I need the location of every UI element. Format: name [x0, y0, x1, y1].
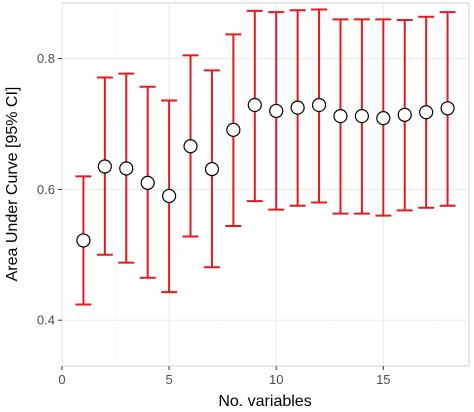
data-point	[162, 188, 177, 204]
x-axis-title: No. variables	[218, 393, 311, 410]
plot-panel	[61, 2, 470, 367]
data-point	[140, 175, 155, 190]
data-point	[226, 122, 241, 137]
y-tick-label: 0.8	[37, 51, 55, 66]
x-tick-label: 5	[165, 372, 172, 387]
y-axis-ticks: 0.4 0.6 0.8	[37, 51, 62, 328]
y-axis-title: Area Under Curve [95% CI]	[4, 87, 21, 282]
x-axis-ticks: 0 5 10 15	[58, 366, 391, 387]
data-point	[376, 111, 391, 126]
data-point	[290, 100, 305, 115]
data-point	[354, 109, 369, 124]
x-tick-label: 10	[269, 372, 283, 387]
data-point	[440, 101, 455, 116]
data-point	[76, 233, 91, 248]
data-point	[183, 139, 198, 154]
data-point	[311, 97, 327, 113]
data-point	[269, 103, 284, 119]
data-point	[333, 109, 348, 124]
data-point	[419, 105, 434, 120]
y-tick-label: 0.6	[37, 182, 55, 197]
data-point	[119, 161, 134, 176]
data-point	[397, 107, 412, 122]
data-point	[97, 159, 112, 174]
y-tick-label: 0.4	[37, 313, 55, 328]
x-tick-label: 0	[58, 372, 65, 387]
grid-minor	[62, 3, 469, 366]
x-tick-label: 15	[376, 372, 390, 387]
data-point	[204, 162, 220, 177]
data-point	[247, 97, 262, 113]
data-points	[76, 97, 455, 248]
